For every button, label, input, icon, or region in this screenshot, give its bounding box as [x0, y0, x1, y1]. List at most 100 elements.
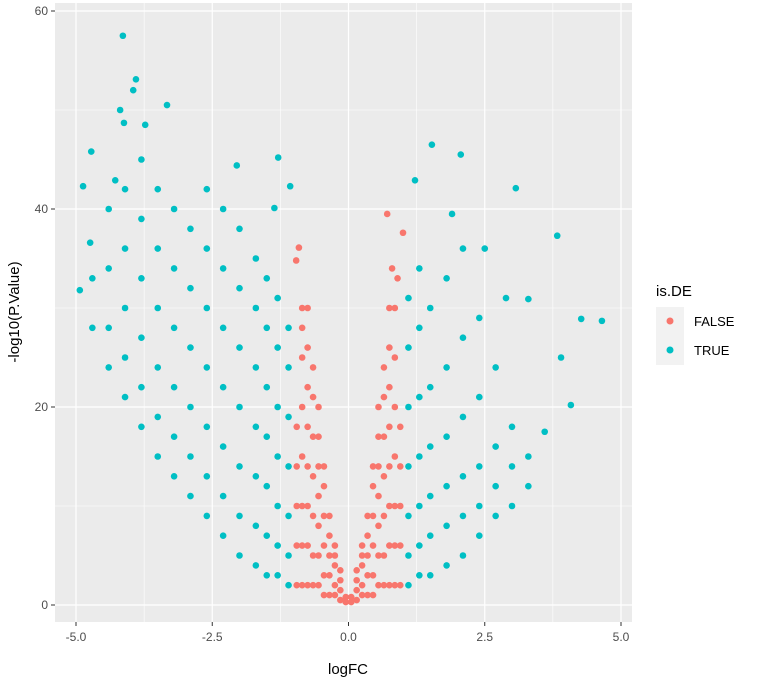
- point-true: [236, 344, 243, 351]
- point-true: [187, 344, 194, 351]
- point-true: [508, 502, 516, 510]
- point-false: [320, 591, 328, 599]
- point-false: [331, 542, 339, 549]
- point-true: [274, 154, 282, 161]
- point-true: [443, 482, 450, 490]
- legend-title: is.DE: [656, 283, 692, 300]
- point-false: [315, 522, 322, 530]
- point-true: [170, 324, 178, 332]
- point-false: [380, 393, 388, 401]
- point-false: [386, 502, 393, 510]
- point-true: [170, 205, 178, 213]
- point-true: [89, 324, 96, 332]
- point-true: [476, 393, 483, 401]
- point-false: [293, 581, 301, 589]
- point-true: [141, 121, 149, 129]
- point-true: [263, 532, 271, 539]
- point-false: [309, 552, 317, 559]
- point-false: [399, 229, 407, 237]
- point-true: [236, 403, 243, 411]
- point-true: [443, 275, 450, 282]
- point-true: [553, 232, 561, 240]
- point-true: [459, 413, 467, 421]
- point-true: [405, 552, 412, 559]
- point-true: [502, 294, 510, 302]
- point-true: [89, 275, 96, 282]
- point-true: [86, 239, 94, 246]
- point-true: [132, 76, 140, 83]
- point-false: [304, 304, 311, 312]
- point-false: [309, 473, 317, 480]
- point-true: [459, 512, 467, 520]
- point-true: [525, 482, 532, 490]
- point-true: [476, 532, 483, 539]
- point-false: [391, 581, 399, 589]
- point-true: [219, 265, 227, 272]
- point-false: [293, 542, 301, 549]
- point-false: [391, 304, 399, 312]
- point-true: [236, 512, 243, 520]
- point-true: [138, 423, 145, 431]
- plot-panel: [55, 3, 632, 622]
- point-true: [285, 364, 292, 371]
- point-true: [170, 383, 178, 391]
- point-true: [405, 512, 412, 520]
- point-false: [326, 591, 333, 599]
- point-false: [380, 433, 388, 441]
- point-false: [383, 210, 391, 218]
- x-axis-title: logFC: [328, 661, 368, 678]
- point-true: [416, 324, 423, 332]
- point-true: [105, 265, 112, 272]
- point-true: [285, 324, 292, 332]
- point-false: [388, 265, 396, 272]
- point-true: [274, 403, 281, 411]
- point-false: [298, 453, 306, 460]
- point-false: [293, 463, 301, 470]
- point-true: [154, 185, 162, 193]
- point-false: [375, 463, 382, 470]
- point-false: [326, 532, 333, 539]
- point-false: [298, 403, 306, 411]
- point-false: [315, 552, 322, 559]
- point-false: [293, 502, 301, 510]
- point-false: [358, 542, 366, 549]
- point-false: [369, 591, 377, 599]
- point-false: [304, 581, 311, 589]
- point-false: [380, 581, 388, 589]
- point-true: [271, 204, 278, 212]
- point-true: [105, 205, 112, 213]
- point-false: [304, 463, 311, 470]
- point-true: [492, 443, 499, 450]
- point-true: [203, 473, 211, 480]
- point-false: [396, 581, 404, 589]
- point-true: [492, 364, 499, 371]
- point-false: [298, 502, 306, 510]
- point-false: [353, 586, 360, 594]
- point-true: [138, 383, 145, 391]
- legend-key-bg: [656, 307, 684, 365]
- point-true: [203, 364, 211, 371]
- point-false: [304, 542, 311, 549]
- point-true: [476, 314, 483, 322]
- point-true: [121, 245, 129, 252]
- point-true: [219, 205, 227, 213]
- point-true: [481, 245, 489, 252]
- point-true: [121, 393, 129, 401]
- point-true: [416, 542, 423, 549]
- point-false: [358, 552, 366, 559]
- point-true: [252, 423, 260, 431]
- point-true: [138, 334, 145, 342]
- legend: is.DE FALSE TRUE: [656, 283, 735, 365]
- point-true: [121, 185, 129, 193]
- point-true: [416, 265, 423, 272]
- point-true: [263, 572, 271, 579]
- point-true: [219, 324, 227, 332]
- point-true: [252, 304, 260, 312]
- point-false: [337, 596, 344, 604]
- point-false: [320, 512, 328, 520]
- point-false: [309, 581, 317, 589]
- point-false: [326, 572, 333, 579]
- point-true: [448, 210, 456, 218]
- point-true: [459, 552, 467, 559]
